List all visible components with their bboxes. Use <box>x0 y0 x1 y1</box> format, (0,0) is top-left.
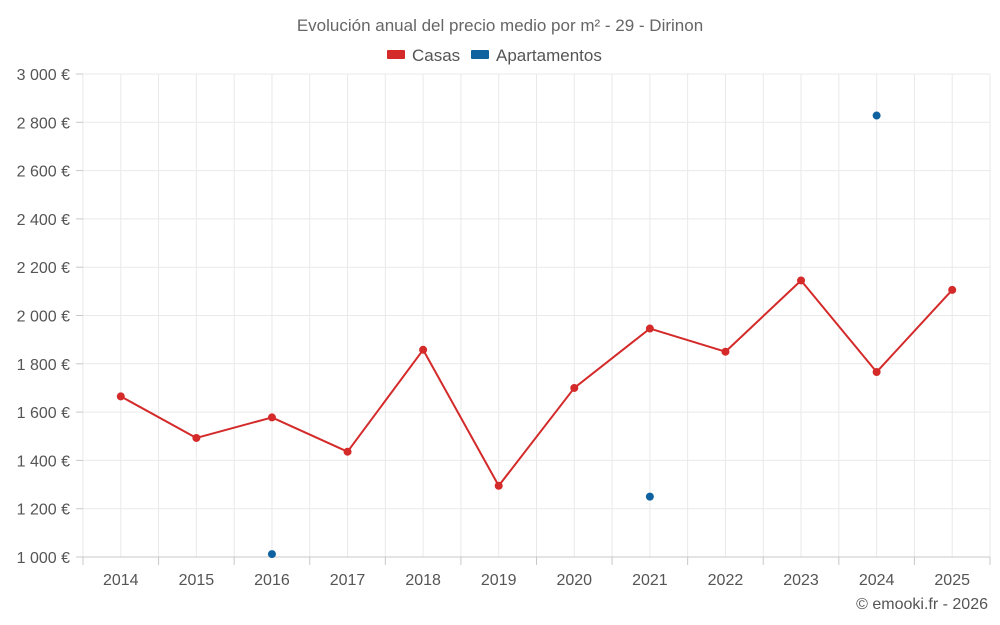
legend-swatch-apartamentos <box>471 50 489 59</box>
x-tick-label: 2022 <box>708 572 744 589</box>
legend-item-apartamentos[interactable]: Apartamentos <box>471 46 602 65</box>
x-tick-label: 2019 <box>481 572 517 589</box>
data-point-casas[interactable] <box>419 345 428 354</box>
y-tick-label: 1 600 € <box>17 405 70 422</box>
grid <box>82 73 991 557</box>
x-tick-label: 2018 <box>405 572 441 589</box>
legend-item-casas[interactable]: Casas <box>387 46 460 65</box>
credit-text: © emooki.fr - 2026 <box>856 596 988 613</box>
series-casas <box>116 276 957 490</box>
y-tick-label: 1 200 € <box>17 502 70 519</box>
x-tick-label: 2021 <box>632 572 668 589</box>
data-point-casas[interactable] <box>797 276 806 285</box>
data-point-apartamentos[interactable] <box>267 550 276 559</box>
y-tick-label: 2 400 € <box>17 212 70 229</box>
series-line-casas <box>120 279 953 487</box>
chart-title: Evolución anual del precio medio por m² … <box>297 16 703 35</box>
data-point-casas[interactable] <box>721 347 730 356</box>
axes: 1 000 € 1 200 € 1 400 € 1 600 € 1 800 € 2 000… <box>17 67 991 589</box>
y-tick-label: 3 000 € <box>17 67 70 84</box>
y-tick-label: 2 800 € <box>17 115 70 132</box>
data-point-casas[interactable] <box>570 383 579 392</box>
legend: Casas Apartamentos <box>387 46 602 65</box>
y-tick-label: 2 200 € <box>17 260 70 277</box>
series-apartamentos <box>267 111 881 559</box>
y-tick-label: 2 000 € <box>17 309 70 326</box>
x-tick-label: 2023 <box>783 572 819 589</box>
x-tick-label: 2025 <box>934 572 970 589</box>
legend-label-apartamentos: Apartamentos <box>496 46 602 65</box>
series <box>116 111 957 559</box>
y-tick-label: 1 800 € <box>17 357 70 374</box>
x-tick-label: 2020 <box>556 572 592 589</box>
x-tick-label: 2024 <box>859 572 895 589</box>
y-tick-label: 1 000 € <box>17 550 70 567</box>
x-tick-label: 2016 <box>254 572 290 589</box>
data-point-casas[interactable] <box>494 481 503 490</box>
data-point-casas[interactable] <box>645 324 654 333</box>
x-tick-label: 2015 <box>179 572 215 589</box>
data-point-apartamentos[interactable] <box>872 111 881 120</box>
legend-label-casas: Casas <box>412 46 460 65</box>
x-tick-label: 2014 <box>103 572 139 589</box>
y-tick-label: 1 400 € <box>17 453 70 470</box>
data-point-casas[interactable] <box>192 433 201 442</box>
data-point-casas[interactable] <box>116 392 125 401</box>
data-point-casas[interactable] <box>948 285 957 294</box>
x-tick-label: 2017 <box>330 572 366 589</box>
data-point-apartamentos[interactable] <box>645 492 654 501</box>
data-point-casas[interactable] <box>343 447 352 456</box>
data-point-casas[interactable] <box>872 368 881 377</box>
y-tick-label: 2 600 € <box>17 164 70 181</box>
data-point-casas[interactable] <box>267 413 276 422</box>
legend-swatch-casas <box>387 50 405 59</box>
